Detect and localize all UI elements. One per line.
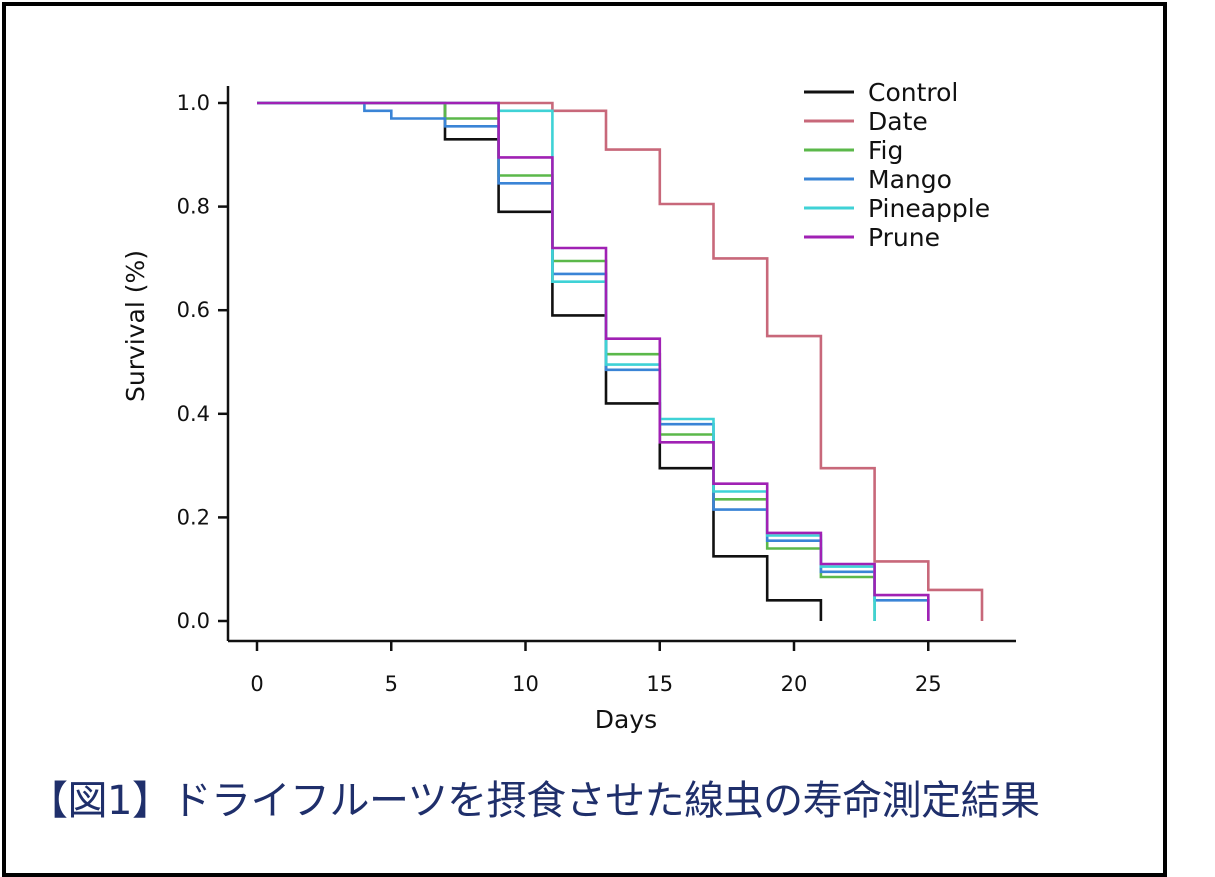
x-tick-label: 10 bbox=[512, 672, 539, 696]
series-line-mango bbox=[257, 101, 930, 621]
series-line-control bbox=[257, 101, 823, 621]
figure-caption: 【図1】ドライフルーツを摂食させた線虫の寿命測定結果 bbox=[28, 778, 1040, 824]
series-line-pineapple bbox=[257, 101, 876, 621]
x-tick-label: 25 bbox=[915, 672, 942, 696]
figure-frame: 0.0 0.2 0.4 0.6 0.8 1.0 0 5 10 15 20 25 Days Survival… bbox=[2, 2, 1167, 877]
legend-label-control: Control bbox=[868, 78, 958, 107]
x-tick-label: 5 bbox=[385, 672, 398, 696]
y-axis-title: Survival (%) bbox=[121, 250, 150, 402]
y-tick-label: 1.0 bbox=[177, 91, 210, 115]
legend-label-prune: Prune bbox=[868, 223, 940, 252]
series-line-fig bbox=[257, 101, 876, 621]
series-line-prune bbox=[257, 101, 930, 621]
y-tick-label: 0.8 bbox=[177, 195, 210, 219]
series-line-date bbox=[257, 101, 984, 621]
y-tick-label: 0.0 bbox=[177, 609, 210, 633]
y-tick-label: 0.6 bbox=[177, 298, 210, 322]
legend-label-pineapple: Pineapple bbox=[868, 194, 990, 223]
legend-label-date: Date bbox=[868, 107, 928, 136]
x-tick-label: 15 bbox=[646, 672, 673, 696]
x-tick-label: 20 bbox=[781, 672, 808, 696]
axes: 0.0 0.2 0.4 0.6 0.8 1.0 0 5 10 15 20 25 Days Survival… bbox=[121, 86, 1016, 734]
x-axis-title: Days bbox=[595, 705, 657, 734]
plot-area bbox=[257, 101, 984, 621]
legend-label-mango: Mango bbox=[868, 165, 952, 194]
y-tick-label: 0.2 bbox=[177, 505, 210, 529]
y-tick-label: 0.4 bbox=[177, 402, 210, 426]
survival-chart: 0.0 0.2 0.4 0.6 0.8 1.0 0 5 10 15 20 25 Days Survival… bbox=[121, 78, 1016, 734]
legend-label-fig: Fig bbox=[868, 136, 903, 165]
x-tick-label: 0 bbox=[250, 672, 263, 696]
